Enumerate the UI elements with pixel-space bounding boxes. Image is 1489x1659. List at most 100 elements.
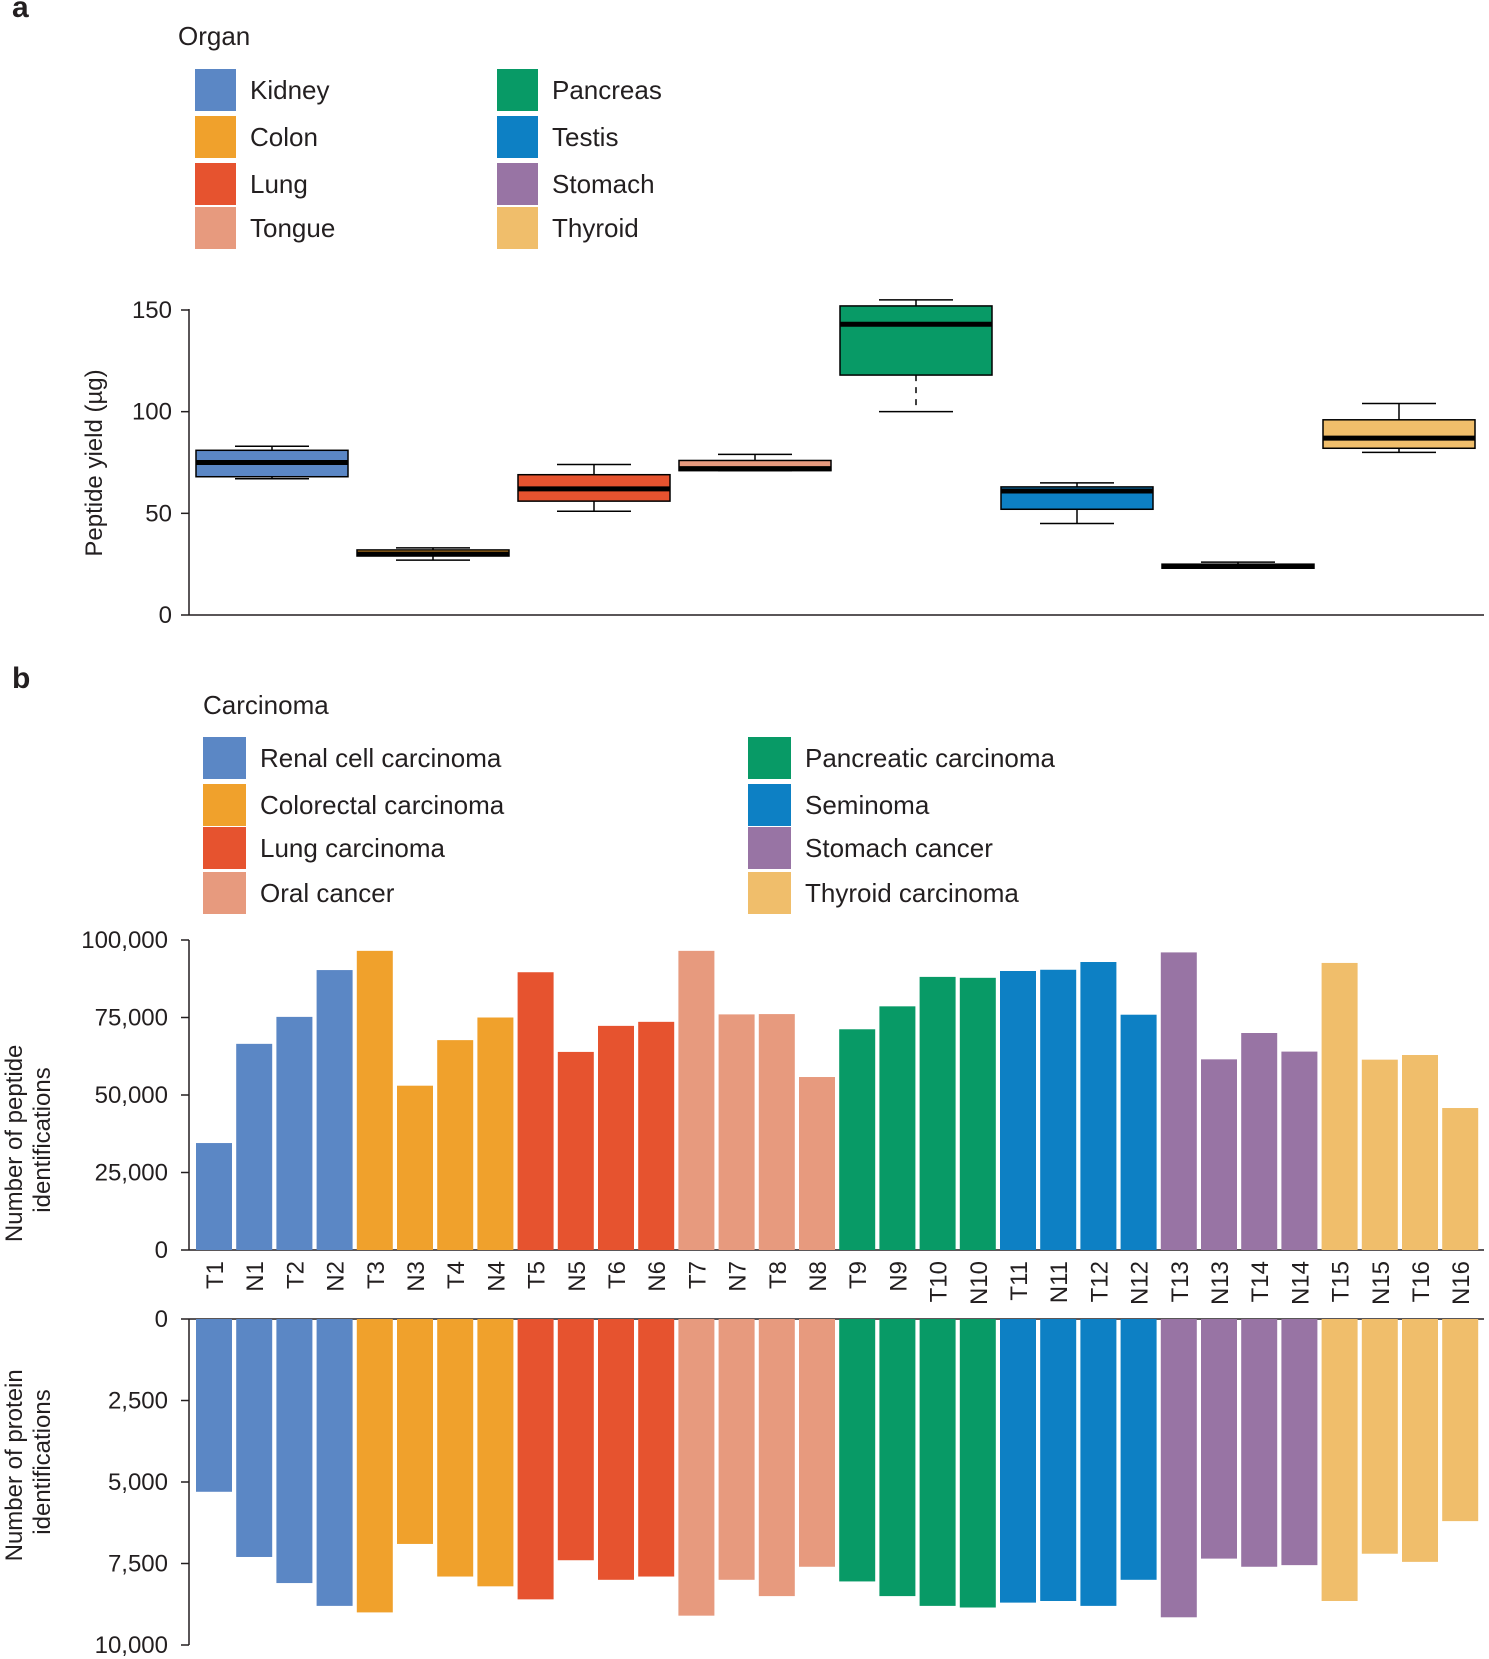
bar-protein-t9 bbox=[839, 1319, 876, 1582]
bar-peptide-n1 bbox=[236, 1043, 273, 1250]
category-label-n7: N7 bbox=[725, 1261, 752, 1292]
category-label-n14: N14 bbox=[1287, 1261, 1314, 1305]
bar-protein-n3 bbox=[397, 1319, 433, 1544]
legend-organ: Organ Kidney Colon Lung Tongue Pancreas Testi… bbox=[178, 21, 662, 249]
bar-protein-n2 bbox=[316, 1319, 353, 1606]
bar-protein-n6 bbox=[638, 1319, 675, 1577]
bar-peptide-n15 bbox=[1361, 1059, 1398, 1250]
bar-protein-n5 bbox=[557, 1319, 594, 1561]
legend-carcinoma-swatch-seminoma bbox=[748, 784, 791, 826]
legend-organ-swatch-pancreas bbox=[497, 69, 538, 111]
bar-peptide-t10 bbox=[919, 976, 956, 1250]
y-tick-label: 100 bbox=[132, 399, 172, 426]
y-tick-label: 7,500 bbox=[108, 1551, 168, 1578]
bar-peptide-n9 bbox=[879, 1006, 916, 1250]
bar-protein-n14 bbox=[1281, 1319, 1318, 1566]
y-tick-label: 25,000 bbox=[95, 1160, 168, 1187]
bar-protein-t6 bbox=[598, 1319, 634, 1580]
boxplot-peptide-yield: 0 50 100 150 Peptide yield (µg) bbox=[81, 297, 1484, 629]
bar-protein-t14 bbox=[1241, 1319, 1278, 1567]
legend-organ-label-thyroid: Thyroid bbox=[552, 213, 639, 243]
bar-peptide-n13 bbox=[1201, 1059, 1237, 1250]
bar-peptide-n3 bbox=[397, 1085, 433, 1250]
bar-protein-t5 bbox=[517, 1319, 554, 1600]
bar-peptide-n5 bbox=[557, 1051, 594, 1250]
legend-organ-swatch-thyroid bbox=[497, 207, 538, 249]
y-axis-title: Number of protein identifications bbox=[1, 1363, 56, 1562]
category-label-n13: N13 bbox=[1207, 1261, 1234, 1305]
legend-carcinoma-label-oral-cancer: Oral cancer bbox=[260, 878, 395, 908]
legend-carcinoma-swatch-thyroid-carcinoma bbox=[748, 872, 791, 914]
category-label-t1: T1 bbox=[202, 1261, 229, 1289]
bar-protein-t4 bbox=[437, 1319, 474, 1577]
category-label-t13: T13 bbox=[1167, 1261, 1194, 1302]
bar-peptide-t1 bbox=[196, 1143, 232, 1250]
category-label-t5: T5 bbox=[524, 1261, 551, 1289]
category-label-n11: N11 bbox=[1046, 1261, 1073, 1303]
legend-organ-swatch-stomach bbox=[497, 163, 538, 205]
category-label-t7: T7 bbox=[684, 1261, 711, 1289]
y-axis-title: Number of peptide identifications bbox=[1, 1038, 56, 1242]
legend-carcinoma-label-pancreatic-carcinoma: Pancreatic carcinoma bbox=[805, 743, 1056, 773]
legend-carcinoma-swatch-oral-cancer bbox=[203, 872, 246, 914]
y-tick-label: 2,500 bbox=[108, 1388, 168, 1415]
bar-protein-n7 bbox=[718, 1319, 755, 1580]
legend-organ-swatch-testis bbox=[497, 116, 538, 158]
legend-organ-label-stomach: Stomach bbox=[552, 169, 655, 199]
bar-peptide-n4 bbox=[477, 1017, 514, 1250]
legend-organ-swatch-lung bbox=[195, 163, 236, 205]
legend-carcinoma-swatch-renal-cell-carcinoma bbox=[203, 737, 246, 779]
category-label-t15: T15 bbox=[1328, 1261, 1355, 1302]
bar-peptide-t6 bbox=[598, 1025, 634, 1250]
category-label-t2: T2 bbox=[282, 1261, 309, 1289]
bar-protein-t2 bbox=[276, 1319, 313, 1584]
legend-carcinoma-label-stomach-cancer: Stomach cancer bbox=[805, 833, 993, 863]
legend-organ-label-pancreas: Pancreas bbox=[552, 75, 662, 105]
bar-protein-t8 bbox=[758, 1319, 795, 1597]
box-thyroid bbox=[1322, 419, 1476, 450]
category-labels: T1 N1 T2 N2 T3 N3 T4 N4 T5 N5 T6 N6 T7 N7 T8 N8 T9 N9 T10 N… bbox=[202, 1261, 1475, 1305]
legend-carcinoma-swatch-pancreatic-carcinoma bbox=[748, 737, 791, 779]
bar-protein-n12 bbox=[1120, 1319, 1157, 1580]
bar-protein-t3 bbox=[356, 1319, 393, 1613]
legend-carcinoma-label-colorectal-carcinoma: Colorectal carcinoma bbox=[260, 790, 505, 820]
category-label-n3: N3 bbox=[403, 1261, 430, 1292]
bar-peptide-t13 bbox=[1160, 952, 1197, 1250]
bar-protein-t15 bbox=[1321, 1319, 1358, 1601]
category-label-t3: T3 bbox=[363, 1261, 390, 1289]
bar-peptide-t15 bbox=[1321, 962, 1358, 1250]
bar-peptide-t4 bbox=[437, 1040, 474, 1250]
bar-peptide-n10 bbox=[959, 977, 996, 1250]
legend-carcinoma-swatch-stomach-cancer bbox=[748, 827, 791, 869]
legend-organ-label-testis: Testis bbox=[552, 122, 618, 152]
category-label-t12: T12 bbox=[1086, 1261, 1113, 1302]
legend-carcinoma: Carcinoma Renal cell carcinoma Colorectal… bbox=[203, 690, 1056, 914]
category-label-n10: N10 bbox=[966, 1261, 993, 1305]
category-label-t8: T8 bbox=[765, 1261, 792, 1289]
bar-peptide-t3 bbox=[356, 950, 393, 1250]
panel-b-letter: b bbox=[12, 662, 30, 695]
bar-peptide-n7 bbox=[718, 1014, 755, 1250]
legend-organ-label-lung: Lung bbox=[250, 169, 308, 199]
y-tick-label: 50,000 bbox=[95, 1082, 168, 1109]
category-label-t10: T10 bbox=[926, 1261, 953, 1302]
y-tick-label: 75,000 bbox=[95, 1005, 168, 1032]
category-label-t16: T16 bbox=[1408, 1261, 1435, 1302]
bar-protein-n13 bbox=[1201, 1319, 1237, 1559]
legend-carcinoma-label-renal-cell-carcinoma: Renal cell carcinoma bbox=[260, 743, 502, 773]
category-label-n9: N9 bbox=[885, 1261, 912, 1292]
legend-carcinoma-label-lung-carcinoma: Lung carcinoma bbox=[260, 833, 446, 863]
category-label-t11: T11 bbox=[1006, 1261, 1033, 1301]
category-label-t4: T4 bbox=[443, 1261, 470, 1289]
y-tick-label: 150 bbox=[132, 297, 172, 324]
category-label-n15: N15 bbox=[1368, 1261, 1395, 1305]
bar-peptide-t11 bbox=[1000, 971, 1036, 1250]
y-tick-label: 10,000 bbox=[95, 1632, 168, 1659]
legend-organ-label-kidney: Kidney bbox=[250, 75, 330, 105]
legend-carcinoma-label-thyroid-carcinoma: Thyroid carcinoma bbox=[805, 878, 1019, 908]
category-label-n16: N16 bbox=[1448, 1261, 1475, 1305]
legend-organ-swatch-colon bbox=[195, 116, 236, 158]
bar-chart-peptide-identifications: 0 25,000 50,000 75,000 100,000 Number of pep… bbox=[1, 927, 1484, 1264]
y-tick-label: 0 bbox=[159, 602, 172, 629]
